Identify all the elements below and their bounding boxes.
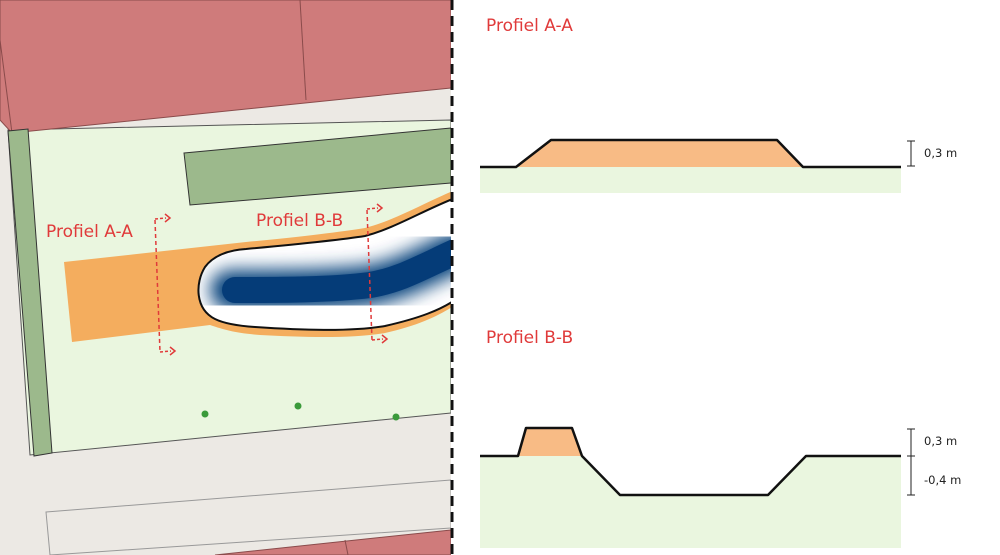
- profile-b-depth-label: -0,4 m: [924, 473, 961, 487]
- profile-a-outline: [480, 138, 901, 169]
- profile-a-height-label: 0,3 m: [924, 146, 957, 160]
- profile-b-height-label: 0,3 m: [924, 434, 957, 448]
- tree-dot: [294, 402, 302, 410]
- profile-a-section: Profiel A-A 0,3 m: [480, 16, 957, 193]
- tree-dot: [392, 413, 400, 421]
- profile-b-ground: [480, 456, 901, 548]
- profile-b-title: Profiel B-B: [486, 328, 573, 348]
- tree-dot: [201, 410, 209, 418]
- building-bottom: [214, 529, 451, 555]
- profile-a-title: Profiel A-A: [486, 16, 573, 36]
- hedge-left: [7, 128, 53, 457]
- section-line-a: [154, 213, 177, 356]
- profile-a-dimension: 0,3 m: [907, 140, 957, 167]
- profile-b-section: Profiel B-B 0,3 m -0,4 m: [480, 328, 961, 548]
- section-line-b: [366, 203, 389, 344]
- profile-a-ground: [480, 167, 901, 193]
- building-top: [0, 0, 451, 134]
- profile-a-berm: [516, 140, 803, 167]
- profile-b-dimension: 0,3 m -0,4 m: [907, 428, 961, 496]
- map-label-a: Profiel A-A: [46, 222, 133, 242]
- site-plan-map: Profiel A-A Profiel B-B: [0, 0, 451, 555]
- map-label-b: Profiel B-B: [256, 211, 343, 231]
- water-channel-outline: [197, 198, 451, 331]
- hedge-top: [183, 127, 451, 206]
- sidewalk-lower: [45, 479, 451, 555]
- profile-b-outline: [480, 426, 901, 497]
- profile-b-berm: [518, 428, 582, 456]
